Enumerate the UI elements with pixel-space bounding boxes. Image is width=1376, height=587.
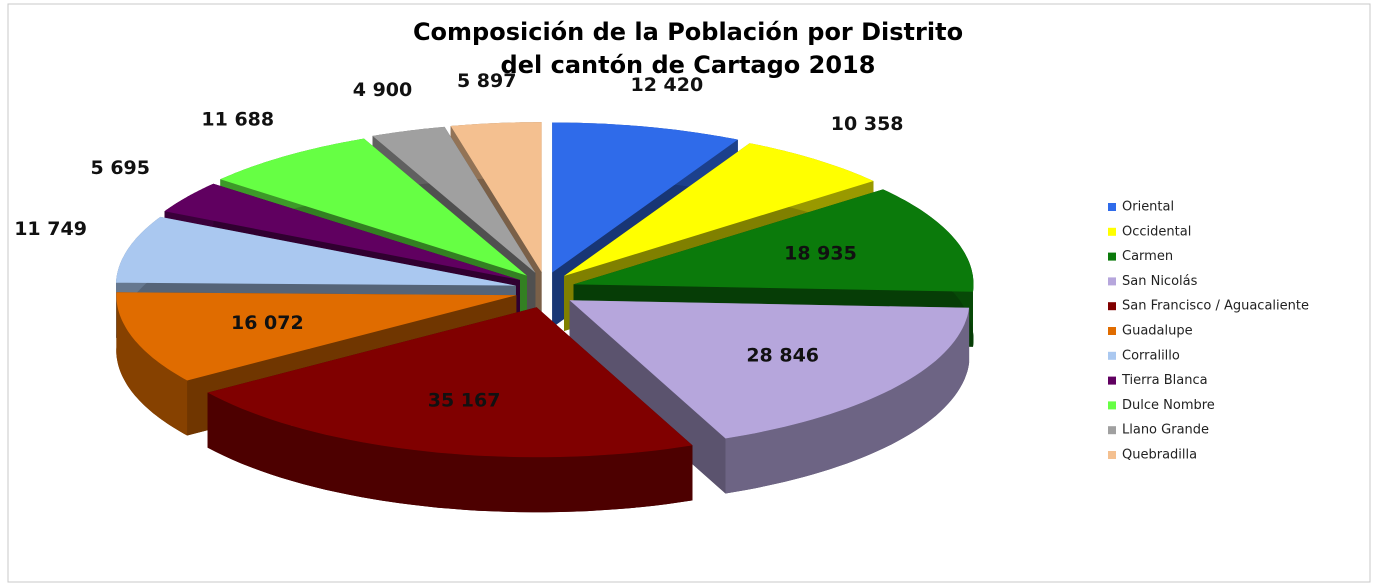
slice xyxy=(564,143,874,276)
legend-label: San Nicolás xyxy=(1122,274,1198,289)
data-label: 28 846 xyxy=(746,345,819,367)
slice-side xyxy=(207,392,693,513)
data-label: 5 695 xyxy=(91,157,151,179)
legend-label: Tierra Blanca xyxy=(1121,373,1208,388)
legend-swatch xyxy=(1108,252,1116,261)
legend-label: Carmen xyxy=(1122,249,1173,264)
legend-swatch xyxy=(1108,277,1116,286)
legend-swatch xyxy=(1108,451,1116,459)
legend-label: Llano Grande xyxy=(1122,423,1209,438)
legend-label: Occidental xyxy=(1122,224,1191,239)
legend-swatch xyxy=(1108,376,1116,385)
slice-side xyxy=(116,292,188,436)
legend-swatch xyxy=(1108,426,1116,435)
legend-swatch xyxy=(1108,227,1116,236)
slice-side xyxy=(725,307,970,494)
chart-title: del cantón de Cartago 2018 xyxy=(501,51,876,79)
slice xyxy=(116,292,517,381)
legend-swatch xyxy=(1108,203,1116,211)
slice xyxy=(552,122,738,273)
legend-label: Guadalupe xyxy=(1122,324,1193,339)
legend-label: Quebradilla xyxy=(1122,448,1197,463)
legend-swatch xyxy=(1108,302,1116,311)
legend-swatch xyxy=(1108,327,1116,335)
data-label: 11 688 xyxy=(201,108,274,130)
slice xyxy=(164,183,520,280)
slice xyxy=(116,216,516,286)
slice xyxy=(573,189,974,292)
slice xyxy=(220,138,527,276)
legend-label: Corralillo xyxy=(1122,348,1180,363)
legend-label: Oriental xyxy=(1122,200,1174,215)
slice xyxy=(569,300,970,439)
data-label: 16 072 xyxy=(231,312,304,334)
data-label: 4 900 xyxy=(353,79,413,101)
chart-title: Composición de la Población por Distrito xyxy=(413,18,963,46)
legend-label: Dulce Nombre xyxy=(1122,398,1215,413)
legend-swatch xyxy=(1108,401,1116,410)
data-label: 35 167 xyxy=(428,389,501,411)
data-label: 18 935 xyxy=(784,242,857,264)
data-label: 10 358 xyxy=(831,113,904,135)
slice xyxy=(372,126,536,273)
legend-label: San Francisco / Aguacaliente xyxy=(1122,299,1309,314)
slice xyxy=(207,307,693,458)
data-label: 5 897 xyxy=(457,70,517,92)
data-label: 11 749 xyxy=(14,218,87,240)
slice xyxy=(450,122,542,273)
slice xyxy=(207,307,693,513)
legend-swatch xyxy=(1108,351,1116,360)
data-label: 12 420 xyxy=(630,74,703,96)
